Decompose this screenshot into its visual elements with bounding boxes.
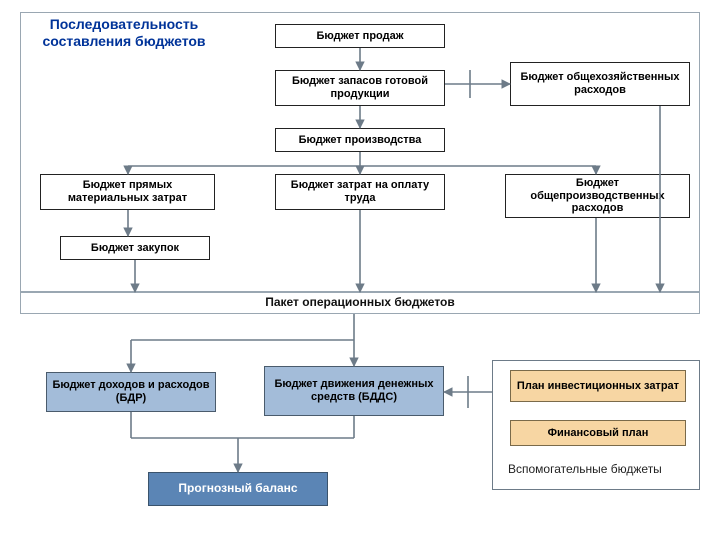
- label: Бюджет движения денежных средств (БДДС): [269, 378, 439, 403]
- node-finplan: Финансовый план: [510, 420, 686, 446]
- operational-budgets-bar: Пакет операционных бюджетов: [20, 292, 700, 314]
- node-balance: Прогнозный баланс: [148, 472, 328, 506]
- label: Финансовый план: [548, 427, 649, 440]
- label: Бюджет закупок: [91, 242, 179, 255]
- node-mat: Бюджет прямых материальных затрат: [40, 174, 215, 210]
- node-stock: Бюджет запасов готовой продукции: [275, 70, 445, 106]
- node-purch: Бюджет закупок: [60, 236, 210, 260]
- node-sales: Бюджет продаж: [275, 24, 445, 48]
- label: Бюджет производства: [299, 134, 422, 147]
- node-ovh: Бюджет общепроизводственных расходов: [505, 174, 690, 218]
- node-prod: Бюджет производства: [275, 128, 445, 152]
- label: Бюджет общепроизводственных расходов: [510, 177, 685, 215]
- node-oh: Бюджет общехозяйственных расходов: [510, 62, 690, 106]
- label: Бюджет доходов и расходов (БДР): [51, 379, 211, 404]
- label: Бюджет затрат на оплату труда: [280, 179, 440, 204]
- operational-budgets-label: Пакет операционных бюджетов: [265, 296, 455, 310]
- label: Бюджет прямых материальных затрат: [45, 179, 210, 204]
- auxiliary-budgets-label: Вспомогательные бюджеты: [508, 462, 662, 476]
- label: Бюджет запасов готовой продукции: [280, 75, 440, 100]
- label: Бюджет продаж: [316, 30, 403, 43]
- node-labor: Бюджет затрат на оплату труда: [275, 174, 445, 210]
- node-invest: План инвестиционных затрат: [510, 370, 686, 402]
- node-bdr: Бюджет доходов и расходов (БДР): [46, 372, 216, 412]
- node-bdds: Бюджет движения денежных средств (БДДС): [264, 366, 444, 416]
- label: План инвестиционных затрат: [517, 380, 679, 393]
- label: Бюджет общехозяйственных расходов: [515, 71, 685, 96]
- label: Прогнозный баланс: [178, 482, 297, 496]
